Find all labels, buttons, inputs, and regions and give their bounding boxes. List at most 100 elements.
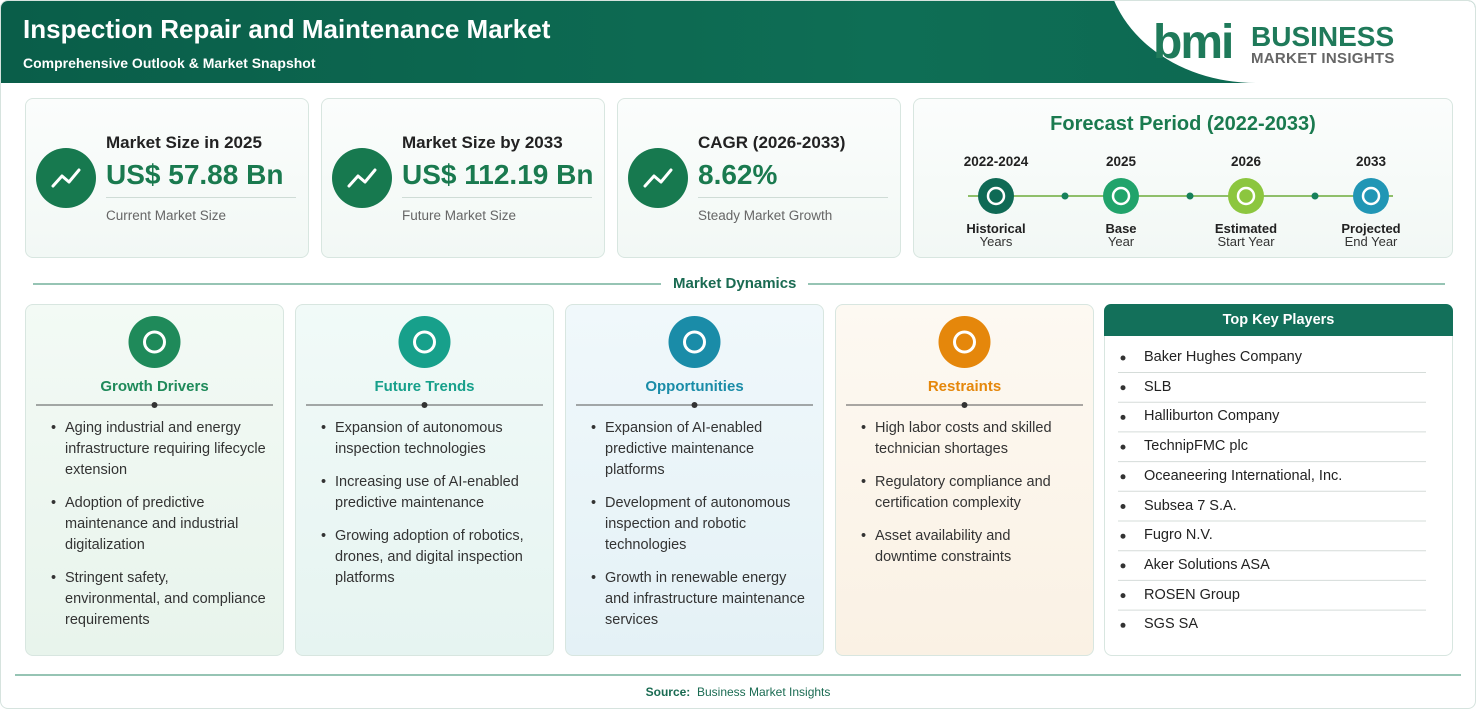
player-bullet xyxy=(1120,444,1126,450)
panel-rule-dot xyxy=(421,402,428,408)
panel-title: Opportunities xyxy=(645,378,744,395)
forecast-sublabel: Start Year xyxy=(1217,234,1275,249)
dynamics-title: Market Dynamics xyxy=(661,275,809,292)
forecast-period: 2022-2024 xyxy=(963,154,1029,169)
player-bullet xyxy=(1120,533,1126,539)
panel-bullet: Asset availability and downtime constrai… xyxy=(861,526,1076,568)
icon-trend xyxy=(643,168,673,188)
player-name: Oceaneering International, Inc. xyxy=(1144,467,1343,484)
panel-icon-glyph xyxy=(683,330,706,354)
stat-note: Current Market Size xyxy=(106,208,227,223)
forecast-period: 2033 xyxy=(1355,154,1387,169)
panel-icon xyxy=(306,316,543,408)
icon-trend xyxy=(347,168,377,188)
panel-icon xyxy=(576,316,813,408)
stat-note: Future Market Size xyxy=(402,208,517,223)
forecast-sublabel: End Year xyxy=(1344,234,1398,249)
player-bullet xyxy=(1120,414,1126,420)
panel-bullet: Growing adoption of robotics, drones, an… xyxy=(321,526,536,589)
stat-value: 8.62% xyxy=(698,159,778,190)
player-name: SGS SA xyxy=(1144,616,1198,633)
stat-icon xyxy=(36,148,96,208)
source-line: Source: Business Market Insights xyxy=(1,685,1475,699)
logo-brand: BUSINESS xyxy=(1251,21,1395,52)
panel-bullet: Expansion of autonomous inspection techn… xyxy=(321,418,536,460)
panel-bullets: Aging industrial and energy infrastructu… xyxy=(51,418,266,643)
forecast-timeline xyxy=(968,178,1393,214)
page-subtitle: Comprehensive Outlook & Market Snapshot xyxy=(23,55,316,71)
icon-trend xyxy=(51,168,81,188)
player-bullet xyxy=(1120,622,1126,628)
player-name: Halliburton Company xyxy=(1144,408,1280,425)
step-glyph xyxy=(1236,186,1256,206)
panel-rule-dot xyxy=(691,402,698,408)
panel-bullet: Growth in renewable energy and infrastru… xyxy=(591,568,806,631)
panel-rule-dot xyxy=(961,402,968,408)
logo-tagline: MARKET INSIGHTS xyxy=(1251,50,1395,67)
player-name: Fugro N.V. xyxy=(1144,527,1213,544)
panel-icon-circle xyxy=(398,316,451,368)
forecast-label: Estimated xyxy=(1214,221,1278,236)
step-icon xyxy=(1353,178,1389,214)
player-name: Aker Solutions ASA xyxy=(1144,556,1270,573)
panel-bullet: High labor costs and skilled technician … xyxy=(861,418,1076,460)
panel-icon-glyph xyxy=(413,330,436,354)
player-bullet xyxy=(1120,593,1126,599)
players-card xyxy=(1104,304,1453,656)
panel-bullet: Regulatory compliance and certification … xyxy=(861,472,1076,514)
stat-icon xyxy=(628,148,688,208)
forecast-sublabel: Years xyxy=(979,234,1013,249)
stat-label: CAGR (2026-2033) xyxy=(698,133,846,152)
panel-icon xyxy=(36,316,273,408)
panel-rule-dot xyxy=(151,402,158,408)
player-name: Baker Hughes Company xyxy=(1144,349,1302,365)
forecast-sublabel: Year xyxy=(1107,234,1135,249)
player-bullet xyxy=(1120,355,1126,361)
panel-icon-circle xyxy=(938,316,991,368)
panel-bullet: Expansion of AI-enabled predictive maint… xyxy=(591,418,806,481)
stat-rule xyxy=(106,197,296,198)
panel-icon xyxy=(846,316,1083,408)
panel-bullets: Expansion of autonomous inspection techn… xyxy=(321,418,536,601)
panel-bullets: Expansion of AI-enabled predictive maint… xyxy=(591,418,806,643)
step-glyph xyxy=(1361,186,1381,206)
forecast-label: Projected xyxy=(1341,221,1401,236)
step-glyph xyxy=(1111,186,1131,206)
stat-label: Market Size by 2033 xyxy=(402,133,563,152)
panel-icon-glyph xyxy=(143,330,166,354)
panel-icon-circle xyxy=(668,316,721,368)
stat-note: Steady Market Growth xyxy=(698,208,833,223)
forecast-period: 2026 xyxy=(1230,154,1262,169)
stat-rule xyxy=(698,197,888,198)
panel-bullets: High labor costs and skilled technician … xyxy=(861,418,1076,580)
page-title: Inspection Repair and Maintenance Market xyxy=(23,14,551,44)
stat-value: US$ 57.88 Bn xyxy=(106,159,284,190)
player-bullet xyxy=(1120,504,1126,509)
timeline-dot xyxy=(1311,192,1319,200)
panel-title: Growth Drivers xyxy=(100,378,209,395)
forecast-title: Forecast Period (2022-2033) xyxy=(1050,113,1316,135)
player-name: Subsea 7 S.A. xyxy=(1144,497,1237,514)
timeline-dot xyxy=(1186,192,1194,200)
panel-icon-glyph xyxy=(953,330,976,354)
player-name: SLB xyxy=(1144,378,1172,395)
timeline-dot xyxy=(1061,192,1069,200)
forecast-card xyxy=(913,98,1453,258)
step-icon xyxy=(1103,178,1139,214)
players-list-decor xyxy=(1118,355,1426,628)
footer-rule xyxy=(15,674,1461,676)
stat-rule xyxy=(402,197,592,198)
panel-bullet: Development of autonomous inspection and… xyxy=(591,493,806,556)
stat-value: US$ 112.19 Bn xyxy=(402,159,594,190)
step-icon xyxy=(978,178,1014,214)
step-glyph xyxy=(986,186,1006,206)
logo-mark: bmi xyxy=(1153,16,1234,69)
forecast-label: Base xyxy=(1105,221,1137,236)
forecast-label: Historical xyxy=(966,221,1026,236)
panel-title: Future Trends xyxy=(374,378,475,395)
player-name: TechnipFMC plc xyxy=(1144,438,1248,455)
player-bullet xyxy=(1120,385,1126,391)
